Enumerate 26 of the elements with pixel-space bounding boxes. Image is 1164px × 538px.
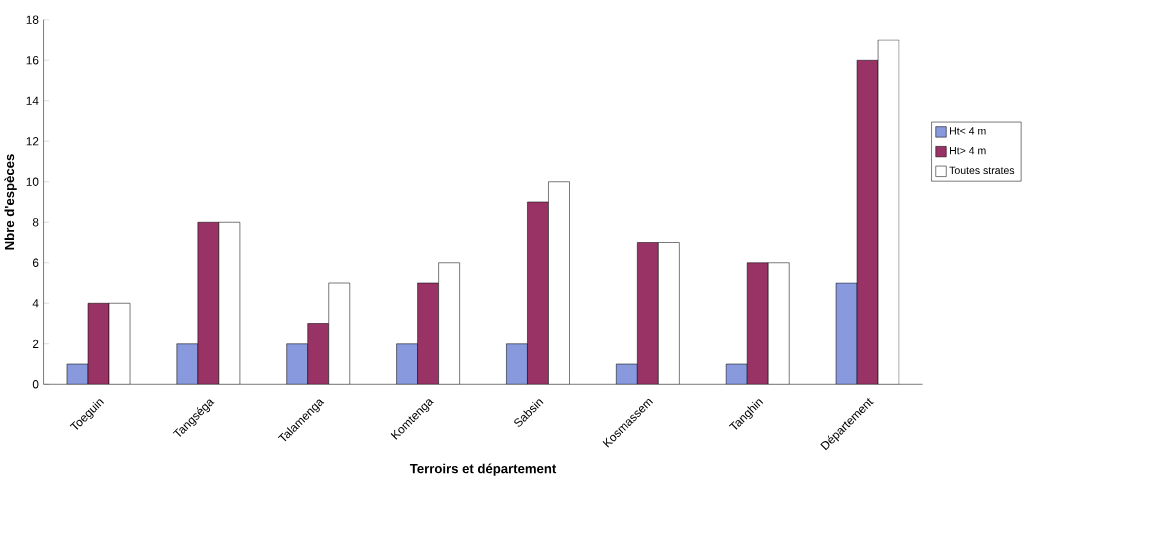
- legend-label: Ht< 4 m: [950, 127, 986, 135]
- bar: [527, 202, 549, 385]
- y-tick-label: 2: [32, 339, 39, 348]
- y-axis-title: Nbre d'espèces: [4, 154, 17, 250]
- y-tick-label: 4: [32, 299, 39, 308]
- bar: [286, 343, 308, 385]
- bar: [747, 262, 769, 385]
- y-tick-label: 12: [26, 137, 39, 146]
- bar: [856, 59, 879, 385]
- y-tick-label: 10: [26, 177, 39, 186]
- legend-label: Toutes strates: [949, 166, 1015, 175]
- y-tick-label: 14: [26, 96, 39, 105]
- y-tick-label: 16: [26, 56, 39, 65]
- bar: [417, 283, 439, 385]
- bar: [176, 343, 198, 385]
- bar: [637, 242, 659, 385]
- bar: [506, 343, 528, 385]
- y-tick-label: 0: [32, 380, 39, 389]
- y-tick-label: 8: [32, 218, 39, 227]
- x-axis-title: Terroirs et département: [409, 463, 557, 476]
- legend-label: Ht> 4 m: [950, 147, 986, 155]
- bar: [396, 343, 418, 385]
- y-tick-label: 18: [26, 15, 39, 24]
- y-tick-label: 6: [32, 258, 39, 267]
- bar: [307, 323, 329, 385]
- bar: [197, 222, 219, 385]
